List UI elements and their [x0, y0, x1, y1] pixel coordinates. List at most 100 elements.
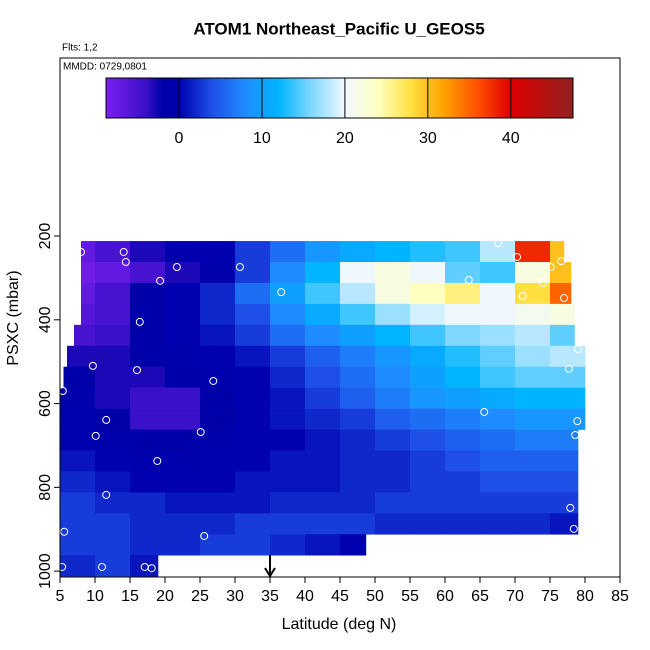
heat-cell	[340, 387, 376, 409]
heat-cell	[81, 282, 96, 305]
heat-cell	[95, 534, 131, 556]
heat-cell	[165, 534, 201, 556]
heat-cell	[60, 513, 96, 535]
y-tick-label: 600	[37, 390, 54, 417]
heat-cell	[550, 282, 572, 305]
heat-cell	[270, 261, 306, 284]
flight-point	[569, 524, 578, 533]
heat-cell	[340, 324, 376, 347]
heat-cell	[515, 303, 551, 326]
heat-cell	[445, 241, 481, 263]
heat-cell	[95, 387, 131, 409]
colorbar-tick-label: 40	[502, 130, 520, 147]
heat-cell	[235, 345, 271, 368]
heat-cell	[200, 261, 236, 284]
flight-point	[102, 415, 111, 424]
heat-cell	[235, 387, 271, 409]
heat-cell	[200, 366, 236, 388]
heat-cell	[130, 534, 166, 556]
heat-cell	[60, 534, 96, 556]
flight-point	[88, 361, 97, 370]
heat-cell	[375, 471, 411, 493]
heat-cell	[95, 261, 131, 284]
heat-cell	[305, 282, 341, 305]
heat-cell	[305, 408, 341, 430]
heat-cell	[445, 303, 481, 326]
heat-cell	[235, 303, 271, 326]
flight-point	[91, 431, 100, 440]
heat-cell	[410, 366, 446, 388]
heat-cell	[165, 408, 201, 430]
heat-cell	[130, 324, 166, 347]
x-tick-label: 65	[471, 588, 489, 605]
heat-cell	[130, 471, 166, 493]
heat-cell	[235, 471, 271, 493]
heat-cell	[270, 408, 306, 430]
heat-cell	[165, 261, 201, 284]
heat-cell	[130, 450, 166, 472]
colorbar	[105, 77, 574, 119]
heat-cell	[445, 282, 481, 305]
marker-arrow-head	[264, 567, 276, 578]
heat-cell	[550, 261, 572, 284]
heat-cell	[550, 387, 586, 409]
heat-cell	[270, 387, 306, 409]
heat-cell	[410, 513, 446, 535]
heat-cell	[130, 261, 166, 284]
heat-cell	[480, 513, 516, 535]
flight-point	[480, 407, 489, 416]
colorbar-tick-label: 20	[336, 130, 354, 147]
heat-cell	[375, 450, 411, 472]
heat-cell	[130, 303, 166, 326]
heat-cell	[270, 492, 306, 514]
heat-cell	[165, 324, 201, 347]
heat-cell	[200, 450, 236, 472]
flight-point	[513, 252, 522, 261]
heat-cell	[165, 282, 201, 305]
flight-point	[60, 527, 69, 536]
heat-cell	[445, 261, 481, 284]
chart-title: ATOM1 Northeast_Pacific U_GEOS5	[193, 19, 484, 38]
heat-cell	[375, 303, 411, 326]
heat-cell	[270, 345, 306, 368]
heat-cell	[340, 492, 376, 514]
heat-cell	[515, 366, 551, 388]
flight-point	[153, 456, 162, 465]
x-tick-label: 80	[576, 588, 594, 605]
flight-point	[566, 503, 575, 512]
heat-cell	[60, 387, 96, 409]
heat-cell	[480, 303, 516, 326]
heat-cell	[235, 366, 271, 388]
heat-cell	[130, 492, 166, 514]
heat-cell	[375, 366, 411, 388]
flight-point	[121, 257, 130, 266]
heat-cell	[74, 324, 96, 347]
heat-cell	[375, 408, 411, 430]
heat-cell	[305, 345, 341, 368]
heat-cell	[375, 324, 411, 347]
heat-cell	[445, 408, 481, 430]
y-tick-label: 800	[37, 474, 54, 501]
heat-cell	[95, 555, 131, 577]
flight-point	[464, 276, 473, 285]
heat-cell	[60, 429, 96, 451]
heat-cell	[60, 408, 96, 430]
heat-cell	[375, 261, 411, 284]
heat-cell	[81, 261, 96, 284]
x-tick-label: 15	[121, 588, 139, 605]
heat-cell	[305, 471, 341, 493]
heat-cell	[200, 345, 236, 368]
heat-cell	[200, 429, 236, 451]
heat-cell	[200, 513, 236, 535]
x-tick-label: 55	[401, 588, 419, 605]
heat-cell	[200, 303, 236, 326]
heat-cell	[130, 408, 166, 430]
heat-cell	[480, 408, 516, 430]
heat-cell	[165, 492, 201, 514]
heat-cell	[445, 366, 481, 388]
heat-cell	[130, 366, 166, 388]
y-tick-label: 200	[37, 223, 54, 250]
heat-cell	[480, 387, 516, 409]
heat-cell	[480, 345, 516, 368]
heat-cell	[200, 471, 236, 493]
